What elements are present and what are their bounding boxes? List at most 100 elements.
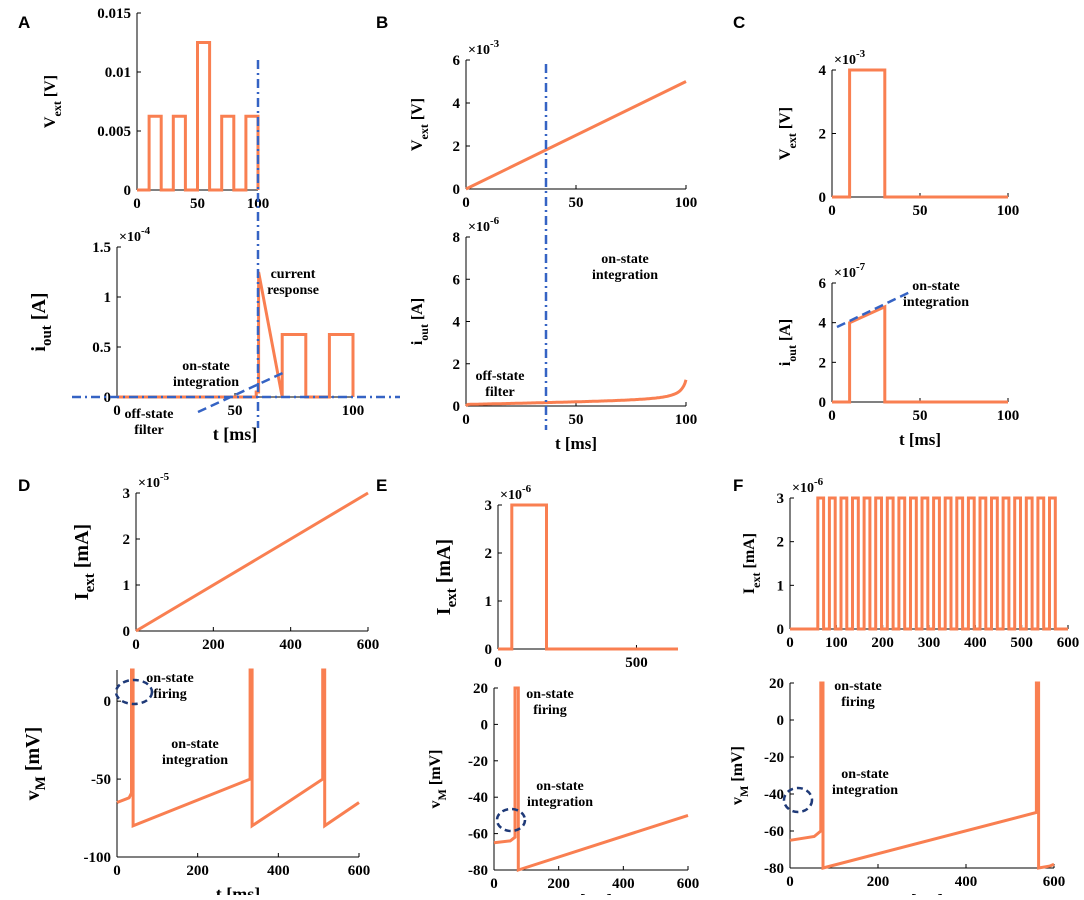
y-tick-label: -20 [468,754,488,770]
x-tick-label: 100 [342,403,365,419]
y-axis-label: vM [mV] [22,727,49,801]
y-tick-label: 2 [819,127,827,143]
series-line-I_ext [135,491,369,633]
x-tick-label: 100 [825,635,848,651]
x-axis-label: t [ms] [213,424,257,444]
y-tick-label: 2 [123,532,131,548]
annotation-off-state-filter-A: off-state filter [125,407,174,438]
annotation-on-state-firing-E: on-state firing [526,687,573,718]
y-tick-label: 6 [453,272,461,288]
y-tick-label: 2 [777,535,785,551]
y-tick-label: 2 [453,139,461,155]
x-tick-label: 400 [964,635,987,651]
x-axis-label: t [ms] [570,891,612,895]
series-line-v_M [493,686,689,873]
highlight-ellipse-D [114,678,154,706]
guide-slope-A [197,370,286,414]
chart-E-top: 0 500 0 1 2 3 ×10-6 Iext [mA] [433,483,678,671]
y-tick-label: 1.5 [92,240,111,256]
y-axis-label: Iext [mA] [741,533,763,594]
series-line-I_ext [498,503,678,651]
x-tick-label: 50 [913,203,928,219]
x-tick-label: 0 [462,195,470,211]
x-tick-label: 400 [279,637,302,653]
y-tick-label: 0.005 [97,124,131,140]
y-tick-label: 0.01 [105,65,131,81]
y-tick-label: 0 [123,624,131,640]
y-tick-label: 20 [769,676,784,692]
y-tick-label: 4 [453,96,461,112]
series-line-v_M [789,681,1055,870]
panel-letter-A: A [18,13,30,32]
x-tick-label: 0 [828,408,836,424]
x-tick-label: 200 [186,863,209,879]
y-tick-label: 8 [453,230,461,246]
y-tick-label: 0.015 [97,6,131,22]
y-tick-label: 3 [485,498,493,514]
x-tick-label: 100 [997,203,1020,219]
x-tick-label: 500 [625,655,648,671]
x-tick-label: 400 [612,876,635,892]
chart-B-bottom: 0 50 100 0 2 4 6 8 ×10-6 iout [A] t [ms] [409,215,697,453]
y-tick-label: 4 [819,63,827,79]
y-tick-label: 4 [819,316,827,332]
y-tick-label: 0 [819,190,827,206]
x-tick-label: 50 [569,195,584,211]
y-axis-label: iout [A] [409,298,431,345]
x-tick-label: 0 [462,412,470,428]
y-axis-label: vM [mV] [427,750,449,809]
x-axis-label: t [ms] [216,884,260,895]
x-tick-label: 400 [267,863,290,879]
y-tick-label: 2 [453,357,461,373]
x-tick-label: 500 [1010,635,1033,651]
y-tick-label: 0 [481,717,489,733]
panel-letter-F: F [733,476,743,495]
annotation-on-state-integration-D: on-state integration [162,737,228,768]
x-tick-label: 200 [547,876,570,892]
x-tick-label: 400 [955,874,978,890]
y-axis-label: Iext [mA] [433,539,460,615]
y-tick-label: 0 [777,622,785,638]
y-axis-label: iout [A] [777,319,799,366]
annotation-on-state-integration-C: on-state integration [903,279,969,310]
series-line-V_ext [137,41,260,192]
y-axis-label: Vext [V] [409,98,431,151]
x-tick-label: 0 [786,635,794,651]
series-line-V_ext [832,68,1008,199]
axis-exponent: ×10-3 [468,38,500,58]
y-tick-label: 0 [124,183,132,199]
y-tick-label: 0 [453,399,461,415]
x-tick-label: 0 [828,203,836,219]
x-axis-label: t [ms] [901,891,943,895]
chart-F-bottom: 0 200 400 600 -80 -60 -40 -20 0 20 vM [mV] t [ms] [729,676,1065,900]
y-tick-label: 0 [104,694,112,710]
x-tick-label: 0 [786,874,794,890]
y-tick-label: 1 [123,578,131,594]
y-axis-label: Vext [V] [42,75,64,128]
y-tick-label: -80 [468,863,488,879]
x-tick-label: 100 [247,196,270,212]
y-tick-label: 2 [819,355,827,371]
chart-F-top: 0 100 200 300 400 500 600 0 1 2 3 ×10-6 Iext [mA] [741,476,1079,651]
y-tick-label: 3 [777,491,785,507]
series-line-V_ext [465,80,687,191]
x-tick-label: 100 [997,408,1020,424]
annotation-on-state-firing-D: on-state firing [146,671,193,702]
annotation-on-state-integration-B: on-state integration [592,252,658,283]
y-tick-label: 4 [453,315,461,331]
y-tick-label: 1 [485,594,493,610]
series-line-i_out [464,379,688,408]
x-tick-label: 0 [113,403,121,419]
y-tick-label: 2 [485,546,493,562]
axis-exponent: ×10-4 [119,225,151,245]
x-tick-label: 50 [569,412,584,428]
axis-exponent: ×10-5 [138,471,170,491]
x-tick-label: 600 [357,637,380,653]
annotation-on-state-integration-A: on-state integration [173,359,239,390]
axis-exponent: ×10-6 [500,483,532,503]
x-tick-label: 50 [913,408,928,424]
chart-D-top: 0 200 400 600 0 1 2 3 ×10-5 Iext [mA] [71,471,379,653]
x-tick-label: 100 [675,412,698,428]
y-tick-label: 6 [819,276,827,292]
